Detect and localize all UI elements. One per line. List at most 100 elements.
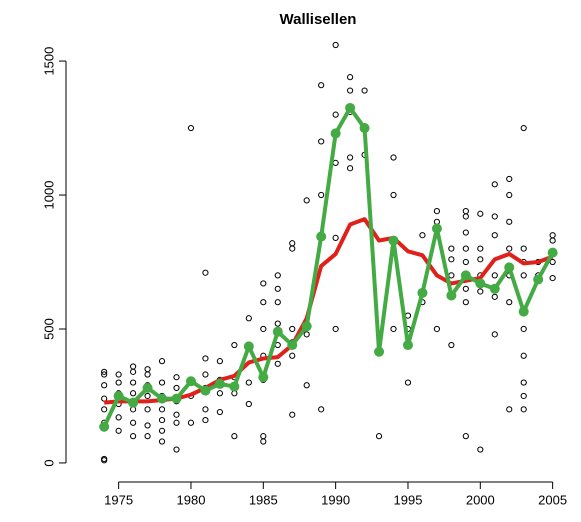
- series-marker: [460, 270, 471, 281]
- data-point: [115, 427, 122, 434]
- data-point: [549, 237, 556, 244]
- data-point: [448, 245, 455, 252]
- y-tick-label: 1500: [41, 47, 56, 76]
- data-point: [202, 416, 209, 424]
- data-point: [506, 191, 513, 199]
- y-tick-label: 1000: [41, 181, 56, 210]
- series-marker: [316, 231, 327, 242]
- data-point: [491, 213, 498, 220]
- series-marker: [142, 382, 153, 393]
- data-point: [187, 124, 195, 132]
- y-tick-label: 0: [41, 459, 56, 466]
- data-point: [130, 433, 137, 440]
- data-point: [347, 165, 354, 172]
- series-marker: [518, 306, 529, 317]
- data-point: [520, 124, 527, 132]
- data-point: [130, 379, 137, 386]
- data-point: [115, 379, 122, 386]
- data-point: [318, 82, 325, 89]
- series-marker: [287, 340, 298, 351]
- data-point: [144, 422, 151, 429]
- data-point: [506, 299, 513, 306]
- data-point: [318, 138, 325, 145]
- data-point: [433, 208, 441, 215]
- data-point: [260, 325, 267, 333]
- data-point: [144, 371, 151, 378]
- data-point: [332, 159, 339, 166]
- data-point: [289, 240, 296, 247]
- data-point: [289, 411, 296, 418]
- x-tick-label: 1995: [394, 492, 423, 507]
- data-point: [448, 272, 455, 279]
- data-point: [549, 258, 556, 266]
- data-point: [347, 87, 354, 94]
- data-point: [144, 392, 151, 400]
- data-point: [520, 392, 527, 400]
- series-marker: [489, 283, 500, 294]
- data-point: [491, 293, 498, 300]
- data-point: [462, 208, 469, 215]
- data-point: [216, 390, 224, 397]
- data-point: [202, 371, 209, 378]
- data-point: [173, 411, 180, 418]
- data-point: [173, 384, 180, 392]
- data-point: [101, 382, 108, 389]
- data-point: [462, 285, 469, 292]
- series-marker: [547, 247, 558, 258]
- series-marker: [214, 378, 225, 389]
- series-marker: [533, 274, 544, 285]
- data-point: [520, 352, 527, 359]
- data-point: [289, 352, 296, 359]
- data-point: [130, 363, 137, 370]
- data-point: [404, 379, 412, 386]
- data-point: [448, 256, 455, 263]
- data-point: [549, 232, 556, 239]
- data-point: [202, 406, 209, 413]
- data-point: [390, 325, 397, 333]
- series-marker: [272, 326, 283, 337]
- series-marker: [243, 341, 254, 352]
- data-point: [506, 245, 513, 252]
- data-point: [332, 325, 339, 333]
- y-tick-label: 500: [41, 318, 56, 340]
- series-marker: [171, 393, 182, 404]
- data-point: [274, 272, 281, 279]
- data-point: [173, 446, 180, 453]
- data-point: [289, 325, 296, 333]
- data-point: [477, 210, 484, 217]
- data-point: [506, 218, 513, 225]
- data-point: [303, 197, 310, 204]
- data-point: [462, 245, 469, 252]
- data-point: [173, 419, 180, 426]
- data-point: [245, 379, 252, 386]
- data-point: [101, 455, 108, 463]
- data-point: [202, 269, 209, 276]
- data-point: [144, 406, 151, 413]
- data-point: [390, 191, 397, 199]
- data-point: [303, 382, 310, 389]
- series-marker: [200, 385, 211, 396]
- series-marker: [446, 290, 457, 301]
- series-marker: [417, 287, 428, 298]
- data-point: [477, 446, 484, 453]
- data-point: [158, 427, 166, 434]
- data-point: [274, 360, 281, 367]
- data-point: [187, 419, 195, 426]
- data-point: [506, 175, 513, 183]
- series-marker: [359, 123, 370, 134]
- data-point: [448, 341, 455, 349]
- data-point: [462, 299, 469, 306]
- series-marker: [229, 381, 240, 392]
- data-point: [158, 438, 166, 445]
- series-line: [102, 105, 555, 428]
- data-point: [101, 368, 108, 375]
- data-point: [115, 414, 122, 421]
- data-point: [520, 325, 527, 333]
- series-marker: [345, 102, 356, 113]
- data-point: [260, 299, 267, 306]
- series-marker: [374, 346, 385, 357]
- data-point: [361, 87, 368, 94]
- data-point: [216, 408, 224, 416]
- data-point: [130, 368, 137, 375]
- data-point: [115, 371, 122, 378]
